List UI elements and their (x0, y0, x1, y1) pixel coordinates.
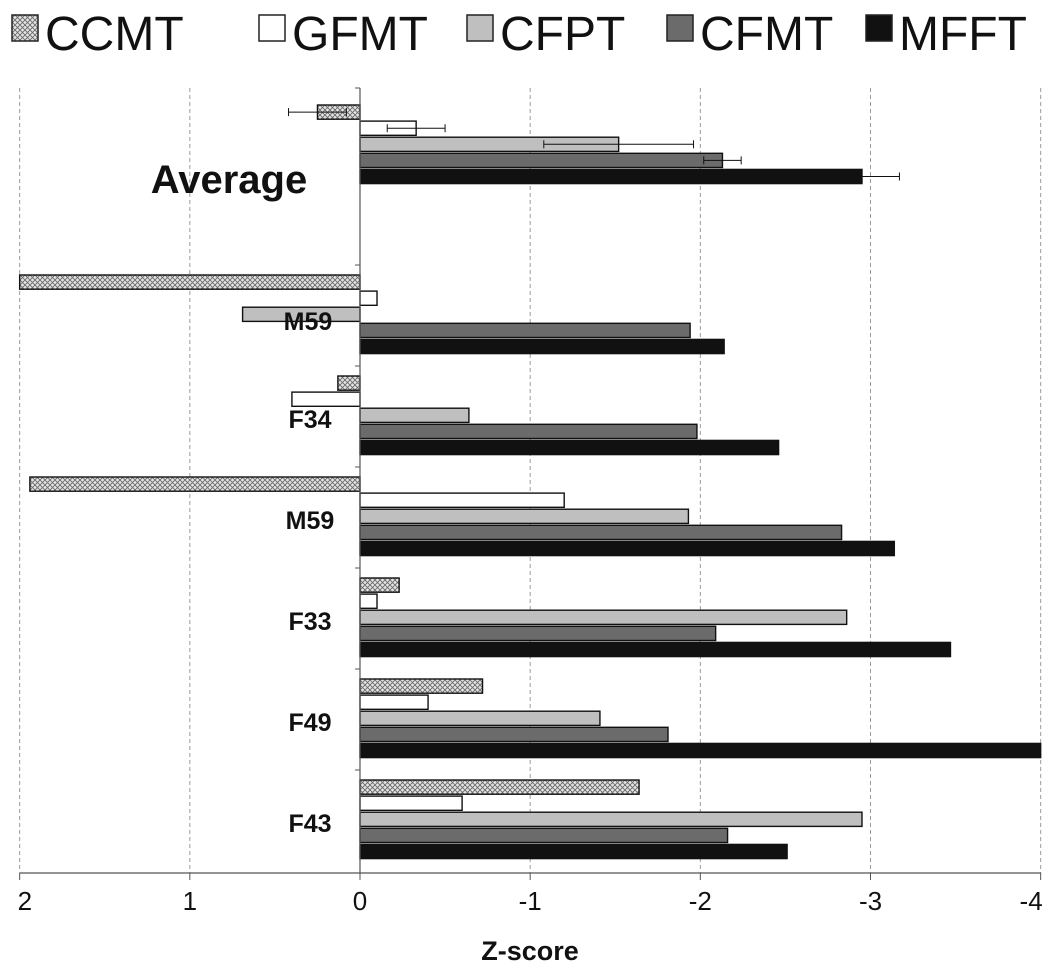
category-label: M59 (286, 507, 335, 535)
category-label: F33 (288, 608, 331, 636)
bar-ccmt (29, 476, 361, 492)
bar-ccmt (337, 375, 361, 391)
x-tick-label: -4 (1020, 886, 1043, 916)
x-axis-title: Z-score (481, 936, 579, 966)
x-tick-label: 1 (183, 886, 197, 916)
x-tick-label: 2 (18, 886, 32, 916)
bar-gfmt (359, 795, 463, 811)
x-tick-label: -1 (519, 886, 542, 916)
legend-swatch (258, 14, 286, 42)
bar-cfmt (359, 827, 729, 844)
legend-item-ccmt: CCMT (11, 8, 184, 61)
error-bar (288, 108, 347, 117)
bar-cfpt (359, 710, 601, 727)
bar-gfmt (359, 593, 378, 609)
bar-cfmt (359, 152, 724, 169)
legend-label: CFMT (700, 8, 833, 61)
category-labels: Average M59 F34 M59 F33 F49 F43 (151, 158, 335, 838)
bar-mfft (359, 843, 788, 860)
bar-cfmt (359, 726, 669, 743)
error-bar (703, 156, 742, 165)
bar-cfpt (359, 811, 863, 828)
legend-label: CFPT (500, 8, 625, 61)
legend-swatch (11, 14, 39, 42)
legend-item-cfmt: CFMT (666, 8, 833, 61)
category-label: F43 (288, 810, 331, 838)
bar-cfpt (359, 508, 690, 525)
x-tick-label: 0 (353, 886, 367, 916)
error-bar (824, 172, 900, 181)
bar-mfft (359, 439, 780, 456)
bar-mfft (359, 540, 896, 557)
category-label: M59 (284, 308, 333, 336)
x-axis: 2 1 0 -1 -2 -3 -4 (18, 87, 1043, 916)
legend-item-mfft: MFFT (865, 8, 1027, 61)
bar-gfmt (359, 694, 429, 710)
legend-swatch (666, 14, 694, 42)
bar-cfpt (359, 609, 848, 626)
bar-ccmt (359, 779, 640, 795)
bar-cfmt (359, 423, 698, 440)
bar-mfft (359, 338, 725, 355)
bar-mfft (359, 742, 1042, 759)
bar-ccmt (18, 274, 361, 290)
legend-label: GFMT (292, 8, 428, 61)
bar-cfpt (359, 407, 470, 424)
bar-ccmt (359, 678, 484, 694)
bar-mfft (359, 641, 952, 658)
legend-item-gfmt: GFMT (258, 8, 428, 61)
x-tick-label: -2 (689, 886, 712, 916)
error-bar (386, 124, 446, 133)
error-bar (543, 140, 695, 149)
bar-cfmt (359, 322, 691, 339)
x-tick-label: -3 (859, 886, 882, 916)
bar-gfmt (359, 492, 565, 509)
bar-gfmt (359, 290, 378, 307)
bar-cfmt (359, 524, 843, 541)
bar-ccmt (359, 577, 400, 593)
error-bars (288, 108, 900, 181)
bar-gfmt (291, 391, 361, 408)
bar-cfmt (359, 625, 717, 642)
legend-label: CCMT (45, 8, 184, 61)
legend-item-cfpt: CFPT (466, 8, 625, 61)
bar-mfft (359, 168, 863, 185)
category-label: F49 (288, 709, 331, 737)
category-label: F34 (288, 406, 331, 434)
legend: CCMT GFMT CFPT CFMT MFFT (11, 8, 1027, 61)
bars (18, 104, 1042, 860)
legend-label: MFFT (899, 8, 1027, 61)
legend-swatch (466, 14, 494, 42)
legend-swatch (865, 14, 893, 42)
category-label: Average (151, 158, 307, 202)
